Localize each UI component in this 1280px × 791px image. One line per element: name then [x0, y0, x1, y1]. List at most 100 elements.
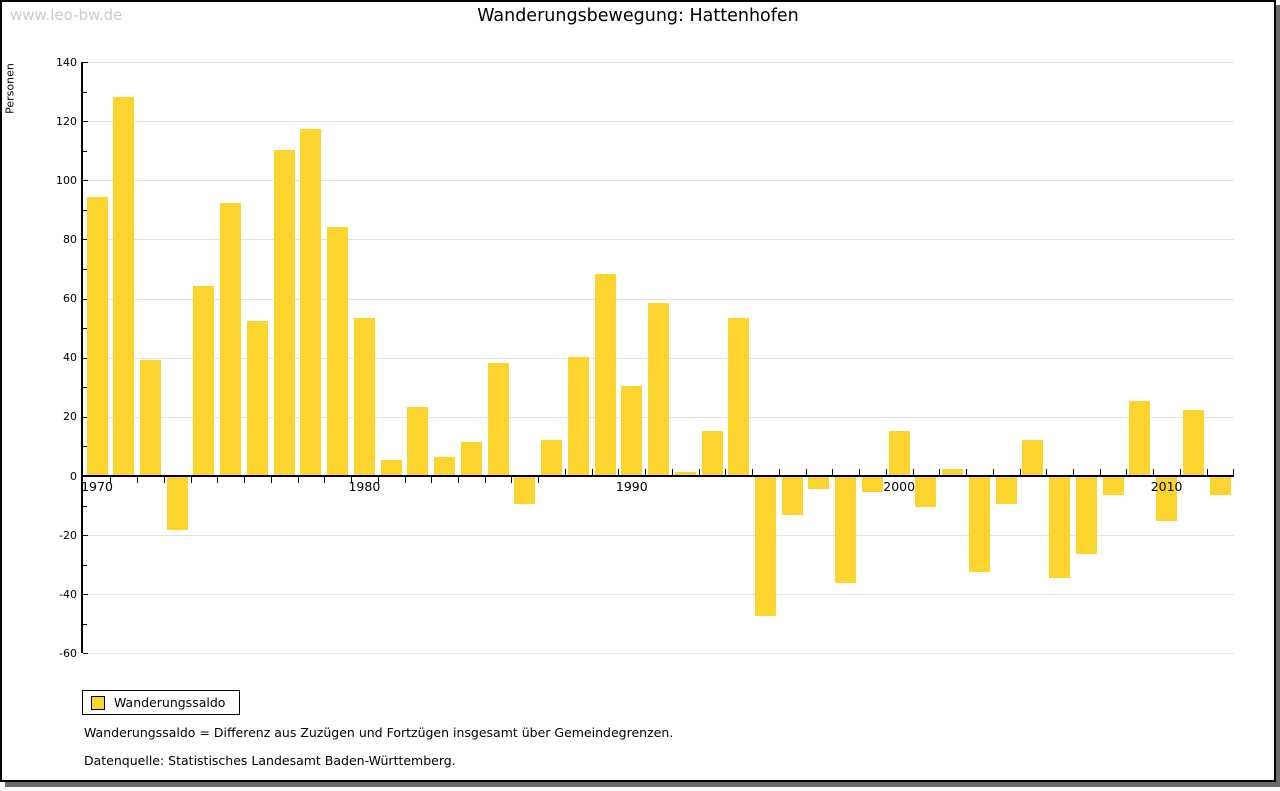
x-tick: [217, 477, 219, 483]
x-tick: [137, 477, 139, 483]
bar-1991: [648, 303, 670, 475]
bar-1987: [541, 439, 563, 475]
bar-1971: [113, 96, 135, 475]
bar-1988: [567, 356, 589, 475]
x-tick: [885, 469, 887, 475]
x-tick: [1019, 469, 1021, 475]
bar-2011: [1182, 409, 1204, 475]
bar-1981: [380, 460, 402, 475]
legend-swatch-icon: [91, 695, 105, 710]
x-tick: [324, 477, 326, 483]
x-tick-label-1970: 1970: [81, 479, 113, 494]
x-tick: [377, 477, 379, 483]
bar-1983: [434, 457, 456, 475]
bar-2012: [1209, 477, 1231, 495]
x-tick: [992, 469, 994, 475]
x-tick: [1233, 469, 1235, 475]
gridline--20: [83, 535, 1234, 536]
footnote-definition: Wanderungssaldo = Differenz aus Zuzügen …: [84, 725, 674, 740]
x-tick-label-2010: 2010: [1150, 479, 1183, 494]
y-tick-label-100: 100: [56, 173, 77, 187]
y-minor-tick-50: [83, 328, 87, 329]
y-major-tick-40: [83, 358, 88, 359]
x-tick: [163, 477, 165, 483]
y-tick-label-60: 60: [63, 292, 77, 306]
x-tick: [966, 469, 968, 475]
bar-1990: [621, 386, 643, 475]
page-title: Wanderungsbewegung: Hattenhofen: [477, 6, 799, 26]
x-tick-label-1980: 1980: [348, 479, 381, 494]
x-tick-label-2000: 2000: [883, 479, 916, 494]
bar-1972: [139, 359, 161, 475]
x-tick: [725, 469, 727, 475]
plot-area: 140 120 100 80 60 40 20 0 -20 -40 -60 1970 1980 1990 2…: [2, 2, 1274, 780]
bar-1977: [273, 149, 295, 475]
x-tick: [244, 477, 246, 483]
x-tick: [190, 477, 192, 483]
bar-2000: [888, 430, 910, 475]
gridline-140: [83, 62, 1234, 63]
x-tick: [939, 469, 941, 475]
y-minor-tick--50: [83, 624, 87, 625]
x-tick: [1126, 469, 1128, 475]
bar-2002: [942, 469, 964, 475]
bar-1999: [861, 477, 883, 492]
y-tick-label-20: 20: [63, 410, 77, 424]
x-tick: [1153, 469, 1155, 475]
bar-1989: [594, 273, 616, 475]
y-major-tick-60: [83, 299, 88, 300]
y-minor-tick--30: [83, 565, 87, 566]
x-tick: [1206, 469, 1208, 475]
gridline-100: [83, 180, 1234, 181]
bar-1994: [728, 318, 750, 475]
x-tick: [671, 469, 673, 475]
y-tick-label--40: -40: [59, 587, 77, 601]
x-tick: [591, 469, 593, 475]
x-tick: [1046, 469, 1048, 475]
x-tick: [859, 469, 861, 475]
bar-1970: [86, 197, 108, 475]
legend: Wanderungssaldo: [82, 690, 241, 715]
gridline-60: [83, 299, 1234, 300]
legend-label: Wanderungssaldo: [114, 695, 226, 710]
x-tick: [1099, 469, 1101, 475]
x-tick: [912, 469, 914, 475]
x-tick: [538, 477, 540, 483]
gridline-120: [83, 121, 1234, 122]
y-minor-tick--10: [83, 506, 87, 507]
bar-1996: [781, 477, 803, 516]
bar-1985: [487, 362, 509, 475]
bar-1980: [353, 318, 375, 475]
bar-1974: [193, 285, 215, 475]
y-tick-label--20: -20: [59, 528, 77, 542]
y-major-tick--60: [83, 653, 88, 654]
y-major-tick-20: [83, 417, 88, 418]
bar-2004: [995, 477, 1017, 504]
x-tick: [805, 469, 807, 475]
bar-2010: [1156, 477, 1178, 522]
x-tick: [484, 477, 486, 483]
y-axis-line: [81, 62, 83, 654]
y-major-tick-140: [83, 62, 88, 63]
bar-2005: [1022, 439, 1044, 475]
bar-1993: [701, 430, 723, 475]
watermark: www.leo-bw.de: [10, 6, 123, 24]
y-tick-label-40: 40: [63, 351, 77, 365]
y-minor-tick-30: [83, 387, 87, 388]
bar-1973: [166, 477, 188, 531]
y-minor-tick-110: [83, 151, 87, 152]
x-tick: [431, 477, 433, 483]
x-axis-line: [81, 475, 1234, 477]
bar-1979: [327, 226, 349, 475]
y-major-tick--40: [83, 594, 88, 595]
bar-1982: [407, 406, 429, 475]
y-tick-label-120: 120: [56, 114, 77, 128]
bar-2001: [915, 477, 937, 507]
gridline-80: [83, 239, 1234, 240]
bar-2007: [1075, 477, 1097, 554]
y-tick-label--60: -60: [59, 646, 77, 660]
x-tick: [351, 477, 353, 483]
x-tick-label-1990: 1990: [615, 479, 648, 494]
y-minor-tick-90: [83, 210, 87, 211]
